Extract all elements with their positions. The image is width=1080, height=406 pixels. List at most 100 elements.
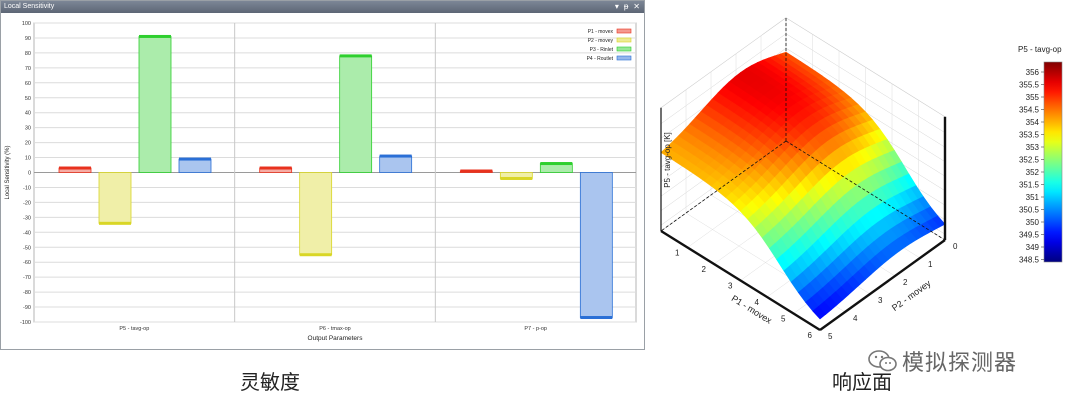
bar-cap (259, 166, 292, 170)
x-tick-label: 1 (675, 249, 680, 258)
legend-label: P4 - Routlet (587, 56, 614, 62)
colorbar-tick-label: 353.5 (1019, 131, 1040, 140)
x-tick-label: P7 - p-op (524, 326, 547, 332)
response-surface-panel: 349350351352353354355356P5 - tavg-op [K]… (640, 0, 1080, 350)
y-tick-label: 80 (25, 51, 31, 57)
bar-cap (299, 253, 332, 257)
y-tick-label: -40 (23, 230, 31, 236)
bar-cap (99, 221, 131, 225)
dropdown-icon[interactable]: ▾ (614, 2, 619, 11)
colorbar-tick-label: 349.5 (1019, 231, 1040, 240)
close-icon[interactable]: ✕ (633, 2, 640, 11)
y-tick-label: -90 (23, 305, 31, 311)
y-tick-label: 0 (953, 242, 958, 251)
wechat-icon (868, 350, 897, 372)
bar-cap (139, 34, 171, 38)
y-tick-label: 100 (22, 21, 31, 27)
bar-cap (500, 176, 533, 180)
caption-sensitivity: 灵敏度 (240, 370, 300, 394)
bar-cap (179, 157, 211, 161)
colorbar-tick-label: 351 (1026, 193, 1040, 202)
bar (379, 155, 413, 173)
y-tick-label: 2 (903, 278, 908, 287)
caption-response-surface: 响应面 (832, 370, 892, 394)
watermark-text: 模拟探测器 (902, 351, 1018, 376)
y-tick-label: 0 (28, 171, 31, 177)
colorbar-tick-label: 352 (1026, 168, 1040, 177)
legend-swatch (616, 46, 632, 52)
y-tick-label: -60 (23, 260, 31, 266)
hidden-edge (660, 140, 787, 232)
y-tick-label: 10 (25, 156, 31, 162)
bar-cap (59, 166, 91, 170)
y-tick-label: -10 (23, 185, 31, 191)
surface-chart: 349350351352353354355356P5 - tavg-op [K]… (640, 17, 1063, 341)
x-tick-label: 5 (781, 315, 786, 324)
x-axis-label: Output Parameters (308, 335, 364, 342)
watermark: 模拟探测器 (868, 345, 1017, 377)
colorbar (1043, 61, 1063, 263)
colorbar-tick-label: 350 (1026, 218, 1040, 227)
y-axis-label: Local Sensitivity (%) (5, 145, 11, 199)
x-tick-label: 2 (702, 265, 707, 274)
colorbar-tick-label: 351.5 (1019, 181, 1040, 190)
bar (339, 55, 373, 173)
legend-label: P2 - movey (588, 38, 614, 44)
y-tick-label: 20 (25, 141, 31, 147)
y-tick-label: 1 (928, 260, 933, 269)
colorbar-title: P5 - tavg-op (1018, 45, 1062, 54)
x-tick-label: 3 (728, 282, 733, 291)
y-tick-label: 60 (25, 81, 31, 87)
y-tick-label: -80 (23, 290, 31, 296)
y-tick-label: -70 (23, 275, 31, 281)
y-tick-label: -20 (23, 200, 31, 206)
bar (98, 172, 132, 224)
y-tick-label: 30 (25, 126, 31, 132)
y-tick-label: 70 (25, 66, 31, 72)
colorbar-tick-label: 353 (1026, 143, 1040, 152)
hidden-edge (785, 140, 946, 241)
y-tick-label: -50 (23, 245, 31, 251)
bar (579, 172, 613, 318)
colorbar-tick-label: 352.5 (1019, 156, 1040, 165)
y-tick-label: 3 (878, 296, 883, 305)
legend-swatch (616, 55, 632, 61)
bar (178, 158, 212, 173)
x-tick-label: 4 (755, 298, 760, 307)
bar (138, 36, 172, 173)
z-axis-label: P5 - tavg-op [K] (663, 132, 672, 188)
panel-titlebar: Local Sensitivity ▾ ᵽ ✕ (1, 1, 644, 13)
colorbar-tick-label: 350.5 (1019, 206, 1040, 215)
bar-cap (339, 54, 372, 58)
colorbar-tick-label: 355 (1026, 93, 1040, 102)
bar-cap (580, 316, 613, 320)
colorbar-tick-label: 355.5 (1019, 81, 1040, 90)
surface-patch (812, 306, 827, 320)
legend-swatch (616, 28, 632, 34)
x-tick-label: 6 (808, 331, 813, 340)
y-tick-label: -30 (23, 215, 31, 221)
y-tick-label: 50 (25, 96, 31, 102)
y-axis-label: P2 - movey (890, 278, 933, 313)
legend-label: P3 - Rinlet (590, 47, 614, 53)
colorbar-tick-label: 354 (1026, 118, 1040, 127)
colorbar-tick-label: 349 (1026, 243, 1040, 252)
legend-label: P1 - movex (588, 29, 614, 35)
colorbar-tick-label: 354.5 (1019, 106, 1040, 115)
x-tick-label: P5 - tavg-op (119, 326, 149, 332)
axis-line (819, 239, 946, 331)
bar-cap (379, 154, 412, 158)
y-tick-label: 4 (853, 314, 858, 323)
bar-cap (540, 162, 573, 166)
axis-line (660, 229, 821, 332)
colorbar-tick-label: 348.5 (1019, 256, 1040, 265)
colorbar-tick-label: 356 (1026, 68, 1040, 77)
bar-cap (460, 169, 493, 173)
panel-title: Local Sensitivity (4, 3, 55, 10)
wall-gridline (660, 33, 787, 124)
x-tick-label: P6 - tmax-op (319, 326, 350, 332)
titlebar-controls: ▾ ᵽ ✕ (615, 1, 640, 13)
bar-chart: 1009080706050403020100-10-20-30-40-50-60… (5, 21, 637, 342)
bar (299, 172, 333, 256)
pin-icon[interactable]: ᵽ (623, 2, 629, 11)
